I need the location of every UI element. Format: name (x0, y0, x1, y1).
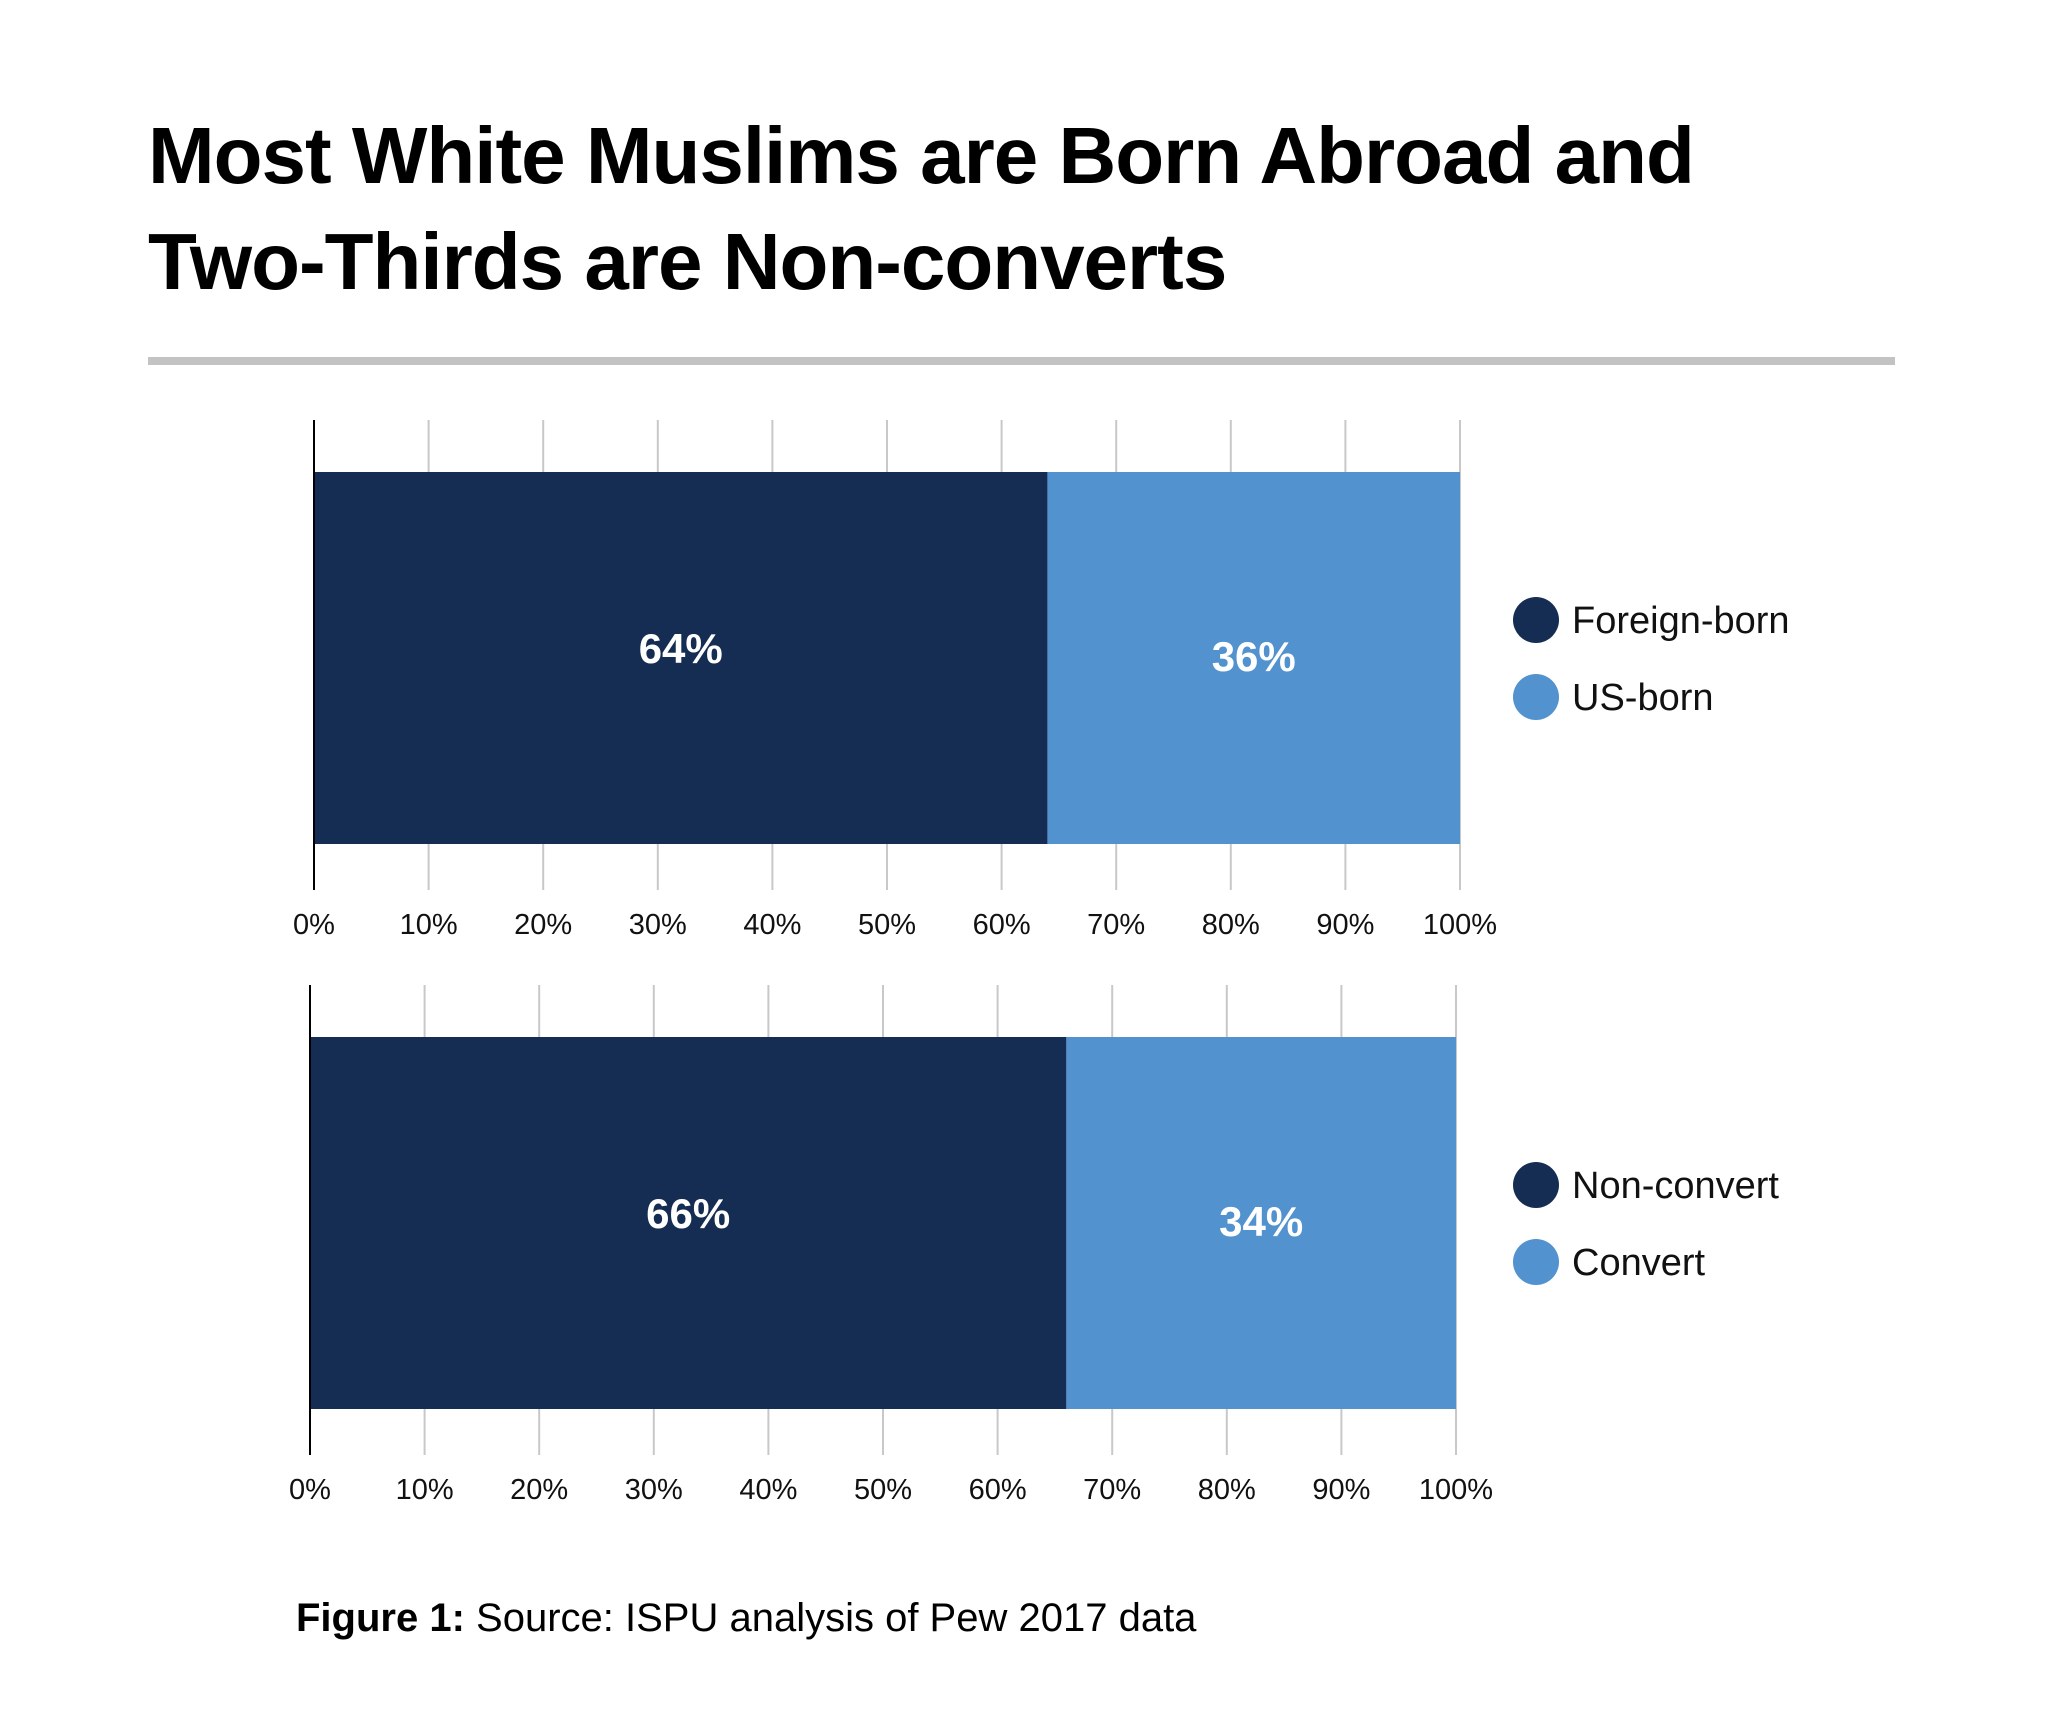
tick-label: 10% (396, 1474, 454, 1506)
data-label: 64% (639, 625, 723, 672)
tick-label: 50% (854, 1474, 912, 1506)
tick-label: 50% (858, 909, 916, 941)
tick-label: 70% (1083, 1474, 1141, 1506)
data-label: 66% (646, 1190, 730, 1237)
chart-title-line-2: Two-Thirds are Non-converts (148, 217, 1227, 306)
tick-label: 30% (629, 909, 687, 941)
data-label: 36% (1212, 633, 1296, 680)
legend-label: US-born (1572, 677, 1714, 719)
birthplace-stacked-bar-chart: 64% 36% 0% 10% 20% 30% 40% 50% 60% 70% 80% 90% 100% F… (293, 420, 1790, 941)
data-label: 34% (1219, 1198, 1303, 1245)
tick-label: 40% (743, 909, 801, 941)
tick-label: 30% (625, 1474, 683, 1506)
tick-label: 70% (1087, 909, 1145, 941)
legend-swatch (1513, 597, 1559, 643)
tick-label: 90% (1312, 1474, 1370, 1506)
bar-segment-convert (1066, 1037, 1456, 1409)
bar-segment-foreign-born (314, 472, 1048, 844)
tick-label: 100% (1419, 1474, 1493, 1506)
bar-segment-us-born (1047, 472, 1460, 844)
legend-label: Convert (1572, 1242, 1705, 1284)
figure-caption-label: Figure 1: (296, 1596, 465, 1640)
legend-swatch (1513, 674, 1559, 720)
tick-label: 40% (739, 1474, 797, 1506)
tick-label: 100% (1423, 909, 1497, 941)
tick-label: 90% (1316, 909, 1374, 941)
legend-label: Foreign-born (1572, 600, 1790, 642)
tick-label: 0% (293, 909, 335, 941)
tick-label: 60% (969, 1474, 1027, 1506)
legend-label: Non-convert (1572, 1165, 1779, 1207)
chart-title-line-1: Most White Muslims are Born Abroad and (148, 111, 1695, 200)
figure-caption-text: Source: ISPU analysis of Pew 2017 data (464, 1596, 1197, 1640)
tick-label: 80% (1202, 909, 1260, 941)
convert-stacked-bar-chart: 66% 34% 0% 10% 20% 30% 40% 50% 60% 70% 80% 90% 100% N… (289, 985, 1779, 1506)
tick-label: 80% (1198, 1474, 1256, 1506)
title-divider (148, 357, 1895, 365)
tick-label: 20% (510, 1474, 568, 1506)
tick-label: 20% (514, 909, 572, 941)
tick-label: 60% (973, 909, 1031, 941)
figure-caption: Figure 1: Source: ISPU analysis of Pew 2… (296, 1596, 1196, 1641)
bar-segment-non-convert (310, 1037, 1067, 1409)
tick-label: 0% (289, 1474, 331, 1506)
legend-swatch (1513, 1239, 1559, 1285)
legend-swatch (1513, 1162, 1559, 1208)
tick-label: 10% (400, 909, 458, 941)
